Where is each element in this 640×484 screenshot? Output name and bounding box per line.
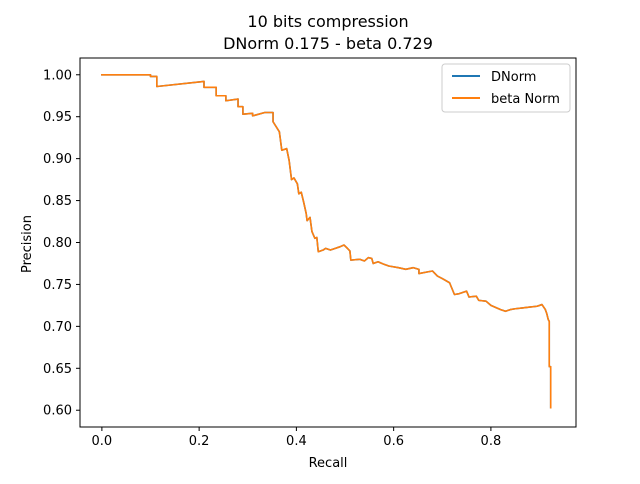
x-tick-label: 0.6 [383,434,404,449]
x-tick-label: 0.8 [481,434,502,449]
x-tick-label: 0.4 [286,434,307,449]
y-tick-label: 0.90 [43,152,72,167]
y-axis-label: Precision [20,215,35,273]
chart-title-line-1: 10 bits compression [247,12,408,31]
y-tick-label: 1.00 [43,68,72,83]
series-line-beta-norm [101,73,552,409]
y-tick-label: 0.85 [43,194,72,209]
y-tick-label: 0.70 [43,320,72,335]
y-tick-label: 0.60 [43,404,72,419]
legend-label-dnorm: DNorm [491,70,536,85]
plot-area [101,73,552,409]
chart-title-line-2: DNorm 0.175 - beta 0.729 [223,34,433,53]
legend: DNorm beta Norm [441,63,571,113]
x-tick-label: 0.2 [189,434,210,449]
axes-layer: 0.0 0.2 0.4 0.6 0.8 0.60 0.65 0.70 0.75 0.80 0.85 0… [43,57,577,449]
y-tick-label: 0.75 [43,278,72,293]
legend-label-beta-norm: beta Norm [491,92,560,107]
y-tick-label: 0.95 [43,110,72,125]
x-tick-label: 0.0 [92,434,113,449]
x-axis-label: Recall [309,456,348,471]
y-tick-label: 0.80 [43,236,72,251]
y-tick-label: 0.65 [43,362,72,377]
